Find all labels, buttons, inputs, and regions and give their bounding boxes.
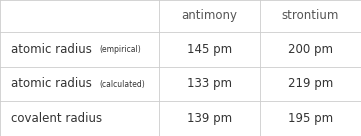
Text: 195 pm: 195 pm: [288, 112, 333, 125]
Text: atomic radius: atomic radius: [11, 78, 92, 90]
Text: (empirical): (empirical): [100, 45, 142, 55]
Text: atomic radius: atomic radius: [11, 43, 92, 56]
Text: 200 pm: 200 pm: [288, 43, 333, 56]
Text: antimony: antimony: [181, 10, 238, 22]
Text: 219 pm: 219 pm: [288, 78, 333, 90]
Text: 139 pm: 139 pm: [187, 112, 232, 125]
Text: strontium: strontium: [282, 10, 339, 22]
Text: 133 pm: 133 pm: [187, 78, 232, 90]
Text: 145 pm: 145 pm: [187, 43, 232, 56]
Text: covalent radius: covalent radius: [11, 112, 102, 125]
Text: (calculated): (calculated): [100, 80, 145, 89]
